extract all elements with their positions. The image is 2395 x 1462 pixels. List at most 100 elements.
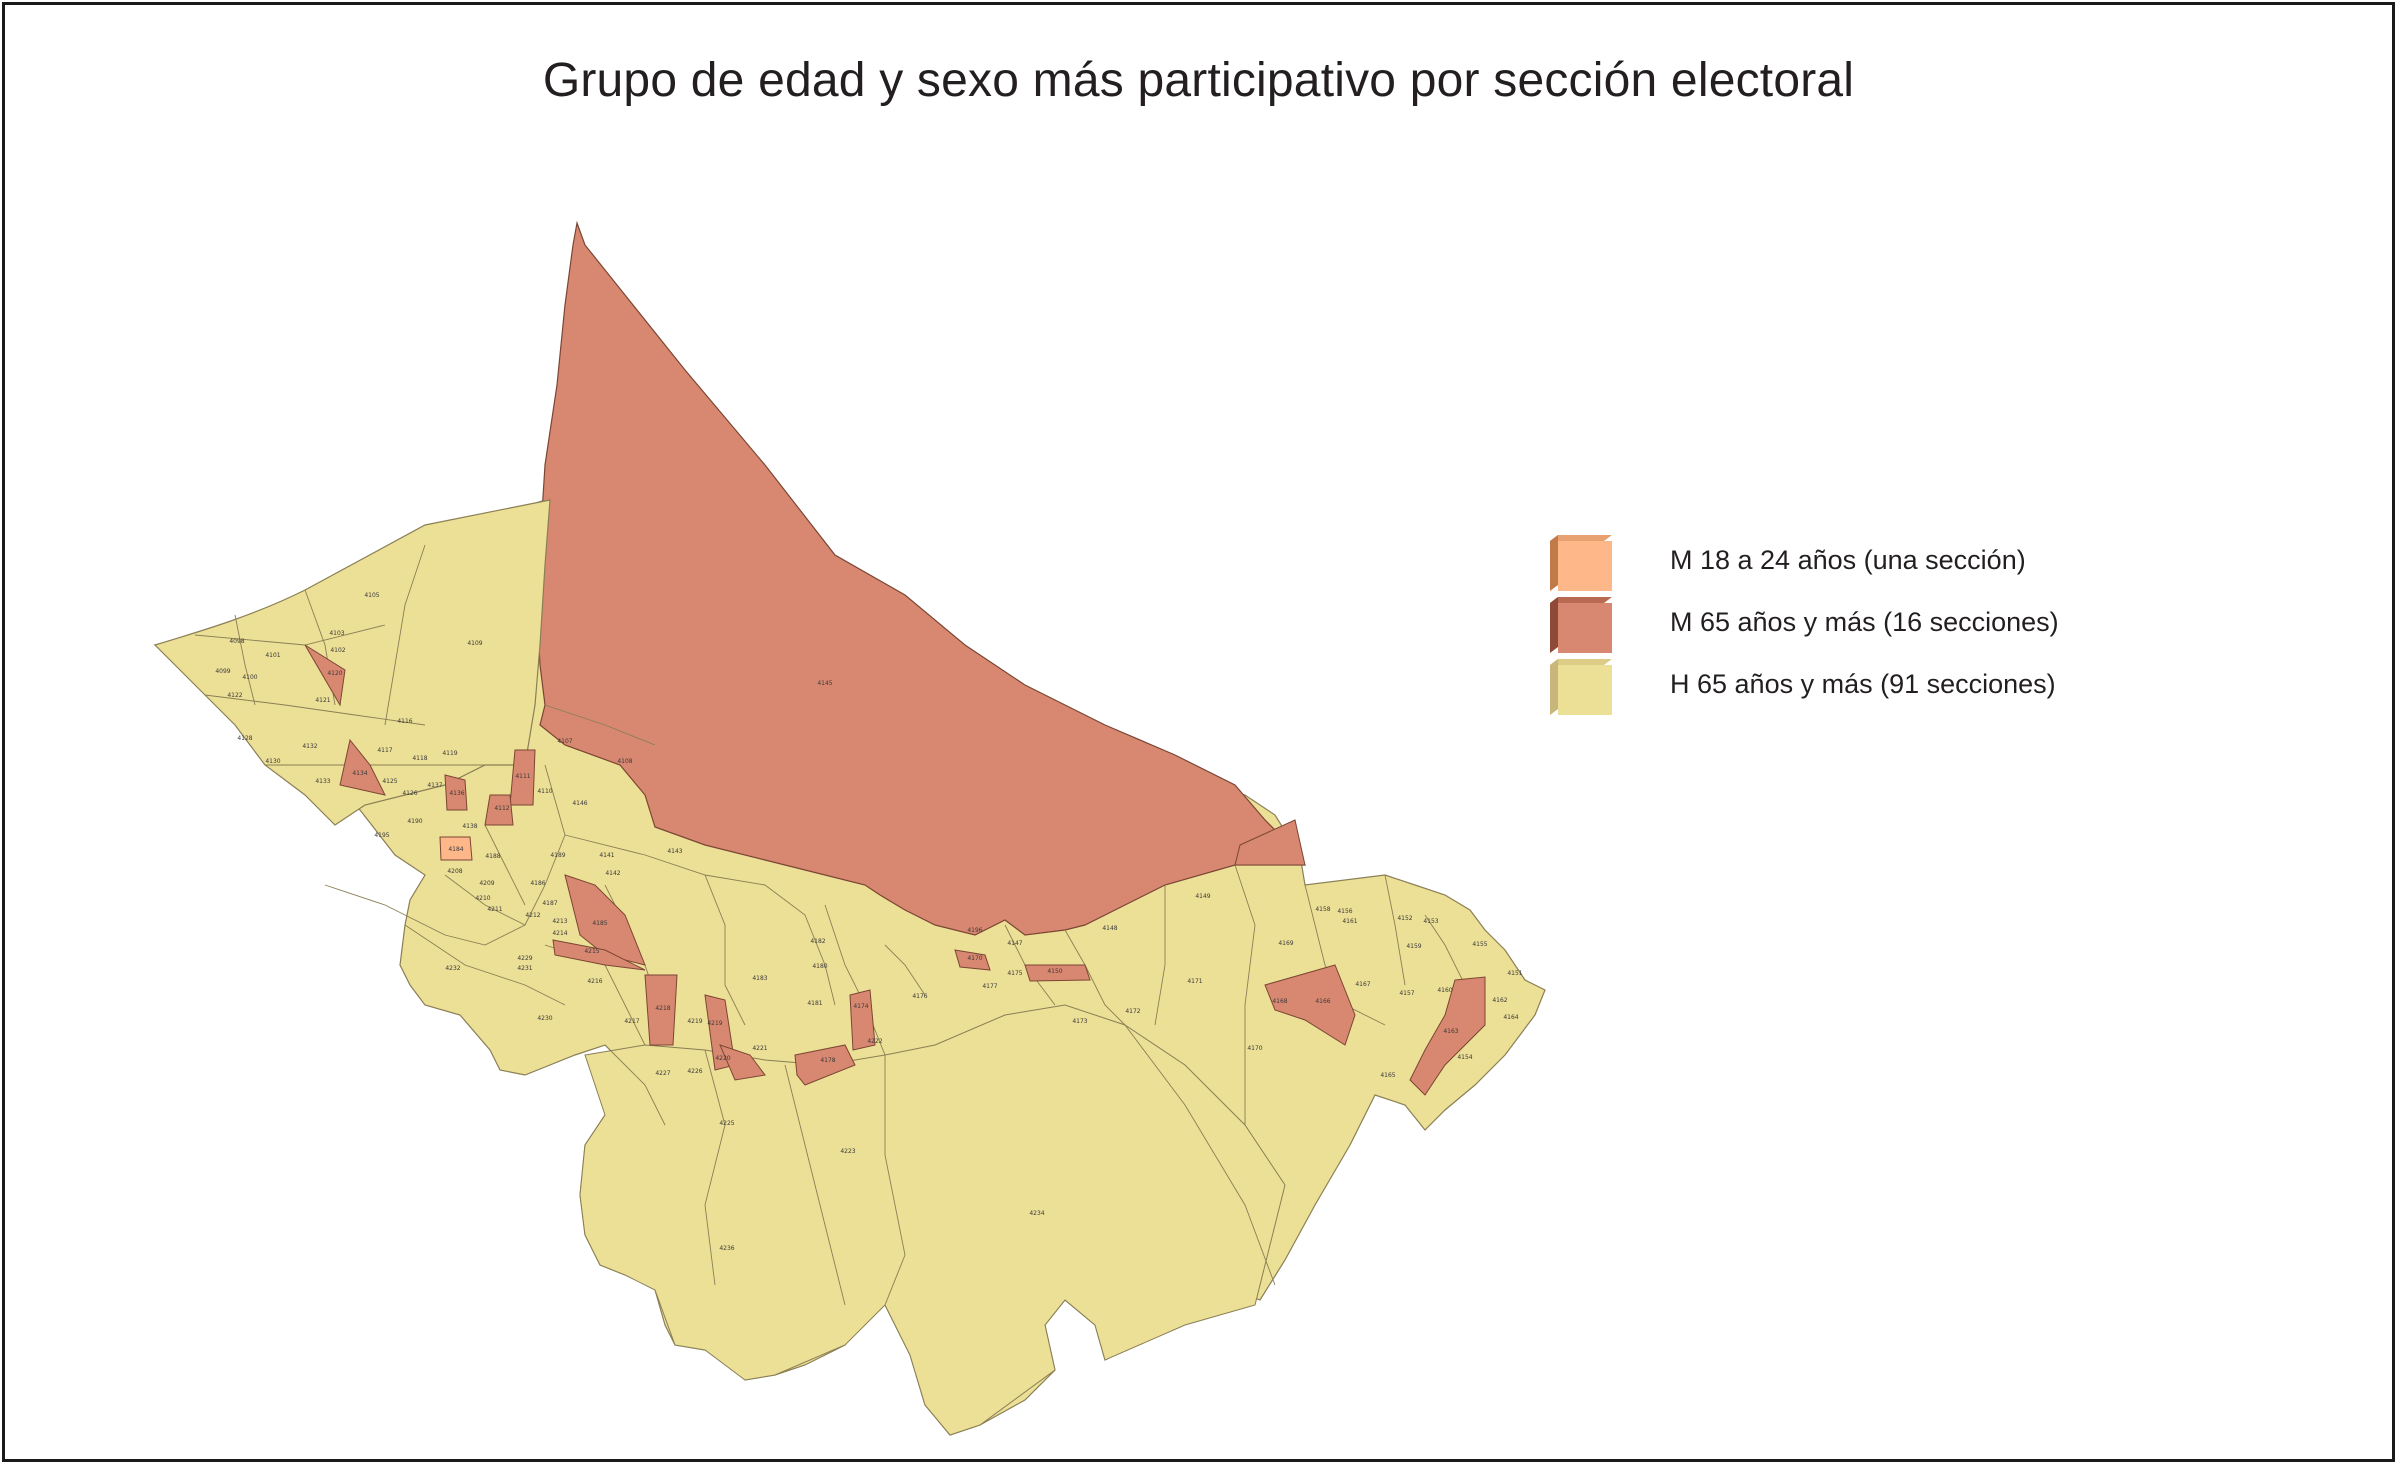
section-label-4147: 4147 xyxy=(1007,940,1022,947)
section-label-4188: 4188 xyxy=(485,853,500,860)
section-label-4221: 4221 xyxy=(752,1045,767,1052)
section-4111 xyxy=(509,749,536,806)
section-label-4112: 4112 xyxy=(494,805,509,812)
section-label-4183: 4183 xyxy=(752,975,767,982)
section-label-4210: 4210 xyxy=(475,895,490,902)
section-label-4128: 4128 xyxy=(237,735,252,742)
section-label-4107: 4107 xyxy=(557,738,572,745)
section-4163 xyxy=(1409,976,1486,1096)
section-label-4175: 4175 xyxy=(1007,970,1022,977)
section-label-4219b: 4219 xyxy=(707,1020,722,1027)
section-label-4170: 4170 xyxy=(967,955,982,962)
section-label-4226: 4226 xyxy=(687,1068,702,1075)
section-label-4171: 4171 xyxy=(1187,978,1202,985)
section-label-4117: 4117 xyxy=(377,747,392,754)
section-4134 xyxy=(339,738,386,796)
section-label-4102: 4102 xyxy=(330,647,345,654)
section-label-4150: 4150 xyxy=(1047,968,1062,975)
section-label-4227: 4227 xyxy=(655,1070,670,1077)
section-label-4101: 4101 xyxy=(265,652,280,659)
section-label-4160: 4160 xyxy=(1437,987,1452,994)
m65-sections xyxy=(304,644,1486,1096)
section-label-4105: 4105 xyxy=(364,592,379,599)
section-label-4158: 4158 xyxy=(1315,906,1330,913)
section-label-4141: 4141 xyxy=(599,852,614,859)
section-label-4132: 4132 xyxy=(302,743,317,750)
section-label-4134: 4134 xyxy=(352,770,367,777)
section-label-4195: 4195 xyxy=(374,832,389,839)
section-label-4219: 4219 xyxy=(687,1018,702,1025)
section-4112 xyxy=(484,794,514,826)
section-label-4166: 4166 xyxy=(1315,998,1330,1005)
section-label-4161: 4161 xyxy=(1342,918,1357,925)
section-label-4214: 4214 xyxy=(552,930,567,937)
section-label-4154: 4154 xyxy=(1457,1054,1472,1061)
section-label-4121: 4121 xyxy=(315,697,330,704)
section-label-4173: 4173 xyxy=(1072,1018,1087,1025)
section-4178 xyxy=(794,1044,856,1086)
section-label-4136: 4136 xyxy=(449,790,464,797)
section-label-4138: 4138 xyxy=(462,823,477,830)
section-label-4145: 4145 xyxy=(817,680,832,687)
legend-item-m65: M 65 años y más (16 secciones) xyxy=(1550,597,2070,657)
southern-lobe xyxy=(579,1004,1286,1436)
section-4145 xyxy=(536,220,1307,936)
section-label-4133: 4133 xyxy=(315,778,330,785)
section-label-4222: 4222 xyxy=(867,1038,882,1045)
section-label-4162: 4162 xyxy=(1492,997,1507,1004)
section-label-4103: 4103 xyxy=(329,630,344,637)
section-label-4196: 4196 xyxy=(967,927,982,934)
section-4170b xyxy=(1234,819,1306,866)
section-label-4157: 4157 xyxy=(1399,990,1414,997)
section-label-4178: 4178 xyxy=(820,1057,835,1064)
section-label-4182: 4182 xyxy=(810,938,825,945)
section-label-4164: 4164 xyxy=(1503,1014,1518,1021)
section-label-4151: 4151 xyxy=(1507,970,1522,977)
section-4170 xyxy=(954,949,991,971)
section-label-4220: 4220 xyxy=(715,1055,730,1062)
section-label-4125: 4125 xyxy=(382,778,397,785)
section-label-4213: 4213 xyxy=(552,918,567,925)
section-4174 xyxy=(849,989,876,1051)
section-label-4212: 4212 xyxy=(525,912,540,919)
section-label-4184: 4184 xyxy=(448,846,463,853)
section-label-4143: 4143 xyxy=(667,848,682,855)
section-label-4130: 4130 xyxy=(265,758,280,765)
section-label-4232: 4232 xyxy=(445,965,460,972)
legend-swatch-m65 xyxy=(1550,597,1612,653)
section-label-4231: 4231 xyxy=(517,965,532,972)
section-label-4180: 4180 xyxy=(812,963,827,970)
section-label-4215: 4215 xyxy=(584,948,599,955)
legend-label-m18: M 18 a 24 años (una sección) xyxy=(1670,545,2026,575)
section-4184 xyxy=(439,836,473,861)
legend-label-h65: H 65 años y más (91 secciones) xyxy=(1670,669,2056,699)
section-4166 xyxy=(1264,964,1356,1046)
section-labels: 4145 4184 4109 4105 4103 4102 4098 4099 4100 4101… xyxy=(215,592,1522,1252)
section-label-4211: 4211 xyxy=(487,906,502,913)
section-label-4236: 4236 xyxy=(719,1245,734,1252)
section-label-4217: 4217 xyxy=(624,1018,639,1025)
section-label-4172: 4172 xyxy=(1125,1008,1140,1015)
section-label-4137: 4137 xyxy=(427,782,442,789)
section-label-4109: 4109 xyxy=(467,640,482,647)
section-label-4100: 4100 xyxy=(242,674,257,681)
section-label-4149: 4149 xyxy=(1195,893,1210,900)
legend-item-h65: H 65 años y más (91 secciones) xyxy=(1550,659,2070,719)
section-label-4118: 4118 xyxy=(412,755,427,762)
section-4218 xyxy=(644,974,678,1046)
section-label-4159: 4159 xyxy=(1406,943,1421,950)
section-label-4167: 4167 xyxy=(1355,981,1370,988)
section-label-4153: 4153 xyxy=(1423,918,1438,925)
municipality-map: 4145 4184 4109 4105 4103 4102 4098 4099 4100 4101… xyxy=(153,220,1546,1436)
section-label-4111: 4111 xyxy=(515,773,530,780)
legend-swatch-m18 xyxy=(1550,535,1612,591)
western-lobe xyxy=(153,499,551,826)
section-label-4223: 4223 xyxy=(840,1148,855,1155)
section-4150 xyxy=(1024,964,1091,982)
section-label-4146: 4146 xyxy=(572,800,587,807)
section-label-4148: 4148 xyxy=(1102,925,1117,932)
section-label-4190: 4190 xyxy=(407,818,422,825)
section-4215 xyxy=(552,939,646,971)
section-label-4119: 4119 xyxy=(442,750,457,757)
